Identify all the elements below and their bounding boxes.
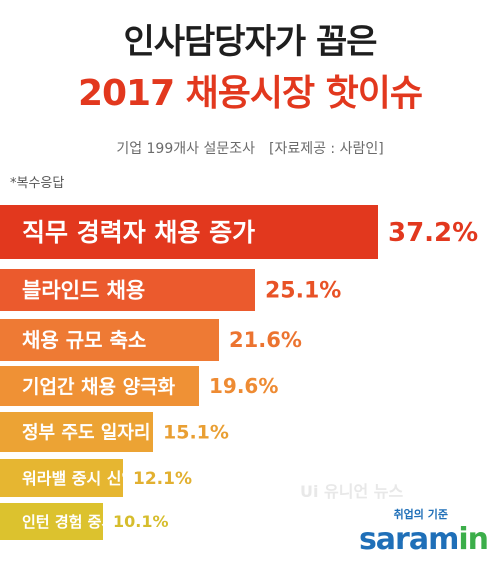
data-source: [자료제공 : 사람인] (268, 141, 384, 157)
watermark: Ui 유니언 뉴스 (300, 482, 404, 501)
multiple-response-note: *복수응답 (10, 176, 65, 191)
bar-row: 직무 경력자 채용 증가 37.2% (0, 205, 478, 259)
value-label: 15.1% (163, 421, 229, 443)
category-label: 워라밸 중시 신입 증가 (22, 469, 171, 488)
bar (0, 412, 153, 452)
bar (0, 459, 123, 497)
bar (0, 503, 103, 540)
category-label: 직무 경력자 채용 증가 (22, 218, 255, 247)
bar (0, 205, 378, 259)
value-label: 10.1% (113, 512, 169, 531)
bar (0, 269, 255, 311)
bar (0, 319, 219, 361)
chart-subtitle: 기업 199개사 설문조사 [자료제공 : 사람인] (0, 138, 500, 158)
bar-row: 기업간 채용 양극화 19.6% (0, 366, 278, 406)
bar-row: 블라인드 채용 25.1% (0, 269, 341, 311)
value-label: 21.6% (229, 328, 302, 352)
chart-title-line2: 2017 채용시장 핫이슈 (77, 73, 423, 114)
saramin-logo: 취업의 기준 saramin (358, 506, 489, 557)
category-label: 인턴 경험 중시 (22, 513, 115, 531)
logo-brand-suffix: in (458, 522, 489, 557)
value-label: 12.1% (133, 469, 192, 489)
survey-description: 기업 199개사 설문조사 (116, 141, 255, 157)
bar-row: 채용 규모 축소 21.6% (0, 319, 302, 361)
category-label: 기업간 채용 양극화 (22, 376, 176, 398)
value-label: 37.2% (388, 218, 478, 248)
logo-brand-main: saram (358, 522, 459, 557)
category-label: 정부 주도 일자리 정책 (22, 422, 190, 443)
chart-title-line1: 인사담당자가 꼽은 (123, 22, 377, 62)
logo-tagline: 취업의 기준 (393, 508, 448, 521)
category-label: 채용 규모 축소 (22, 328, 146, 352)
logo-brand: saramin (358, 522, 489, 557)
value-label: 19.6% (209, 374, 278, 398)
category-label: 블라인드 채용 (22, 279, 145, 303)
bar (0, 366, 199, 406)
value-label: 25.1% (265, 279, 341, 304)
